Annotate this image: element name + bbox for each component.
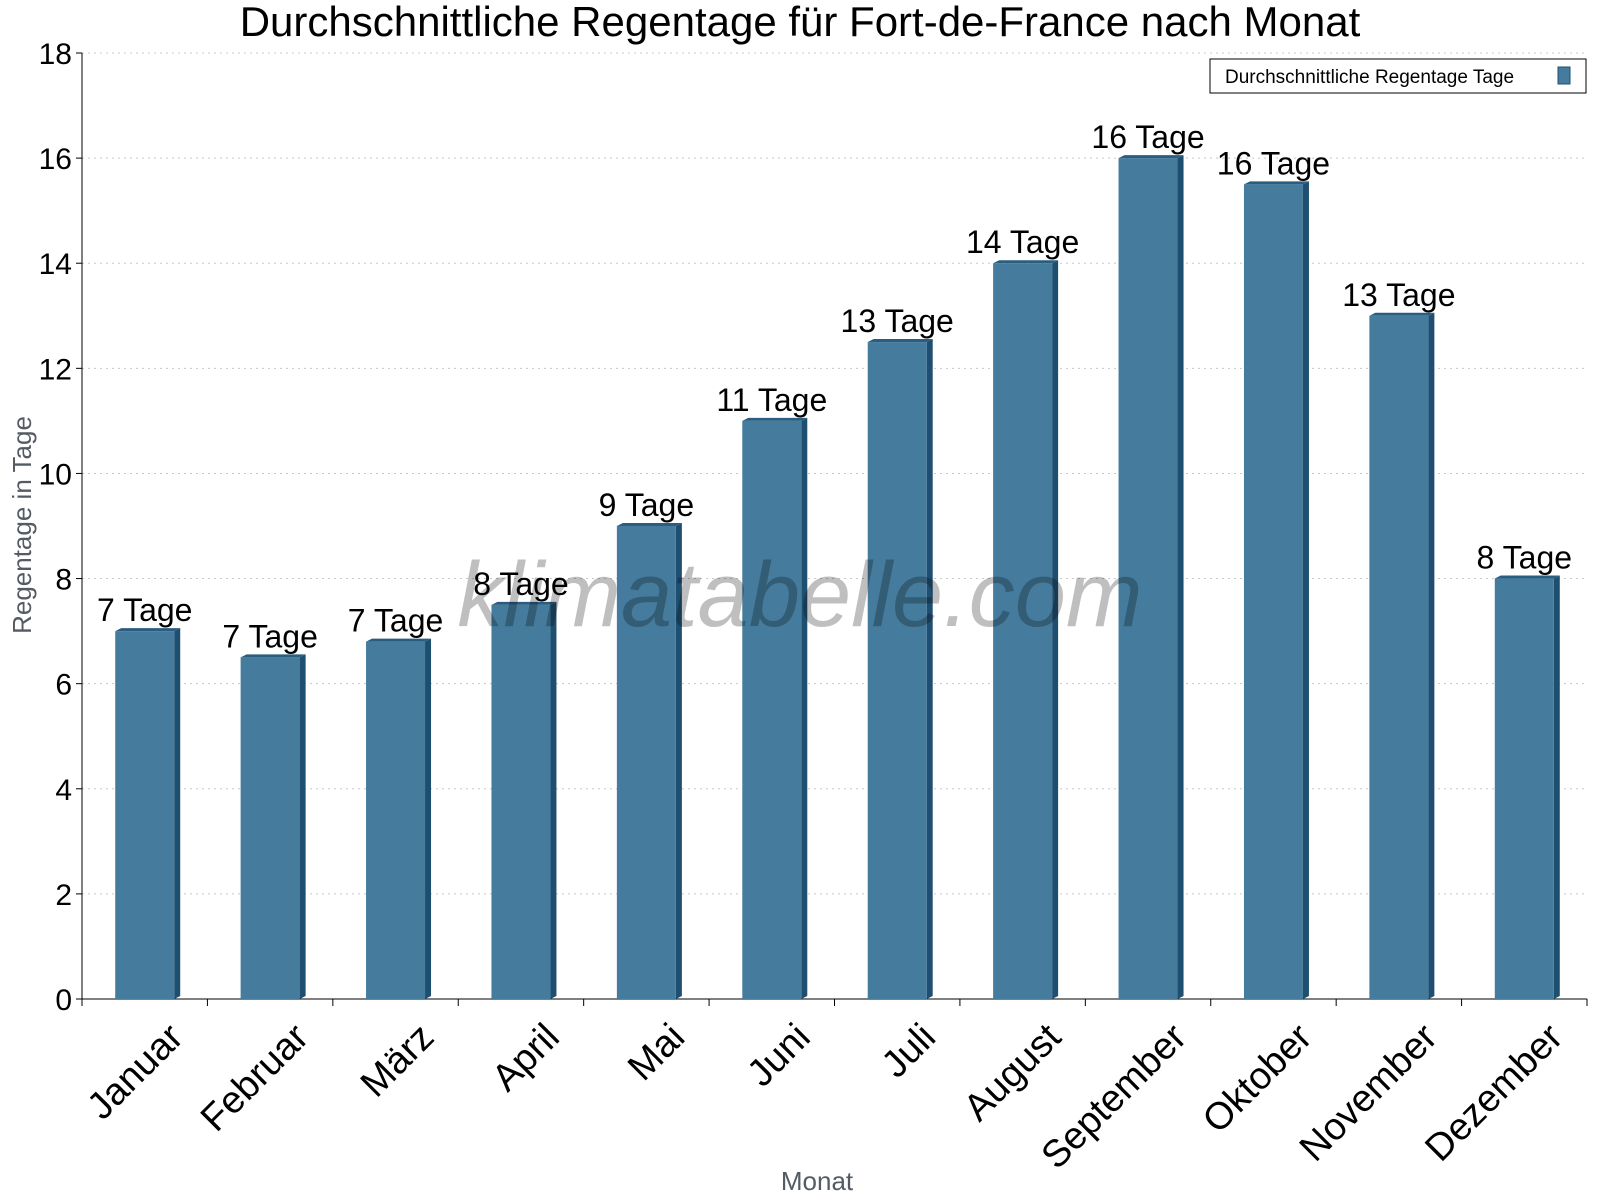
bar-front [867,342,927,999]
bar-top [1494,575,1560,579]
bar-0 [115,628,181,999]
bar-side [926,339,933,999]
data-label: 16 Tage [1091,119,1204,155]
x-tick-label: Juli [874,1016,944,1086]
bar-3 [491,601,557,999]
data-label: 13 Tage [841,303,954,339]
data-label: 13 Tage [1342,277,1455,313]
data-label: 11 Tage [716,382,827,418]
x-tick-label: Februar [193,1016,317,1140]
y-tick-label: 2 [55,879,72,912]
bar-side [1428,312,1435,999]
x-tick-label: Dezember [1417,1016,1571,1170]
x-tick-label: Juni [740,1016,819,1095]
axes [76,52,1588,1006]
bar-front [1243,184,1303,999]
x-axis-title: Monat [781,1166,854,1196]
legend-swatch [1557,66,1571,85]
bar-4 [616,523,682,999]
bar-8 [1118,155,1184,1000]
bar-front [366,641,426,999]
legend-label: Durchschnittliche Regentage Tage [1225,67,1514,88]
x-tick-label: August [956,1016,1070,1130]
x-tick-labels: Januar Februar März April Mai Juni Juli AugustS… [80,1016,1572,1177]
y-tick-label: 14 [39,248,72,281]
y-tick-label: 4 [55,774,72,807]
y-tick-label: 8 [55,564,72,597]
bar-side [1302,181,1309,999]
x-tick-label: April [484,1016,567,1099]
bar-side [174,628,181,999]
x-tick-label: Januar [80,1016,192,1128]
data-label: 7 Tage [97,592,193,628]
bar-side [550,601,557,999]
y-tick-label: 6 [55,669,72,702]
x-tick-label: Mai [620,1016,693,1089]
bar-side [299,654,306,999]
data-label: 8 Tage [473,566,569,602]
bar-top [1369,312,1435,316]
bar-1 [240,654,306,999]
bar-front [1369,315,1429,999]
x-tick-label: Oktober [1195,1016,1321,1142]
data-labels: 7 Tage 7 Tage 7 Tage 8 Tage 9 Tage 11 Tage 13 … [97,119,1572,654]
bar-front [115,631,175,999]
bar-7 [993,260,1059,999]
chart-title: Durchschnittliche Regentage für Fort-de-… [240,0,1361,45]
bar-11 [1494,575,1560,999]
bar-front [1118,158,1178,1000]
bar-top [115,628,181,632]
watermark: klimatabelle.com [457,544,1142,646]
bar-side [1177,155,1184,1000]
y-axis-title: Regentage in Tage [7,416,37,634]
bar-side [675,523,682,999]
y-tick-labels: 0 2 4 6 8 10 12 14 16 18 [39,38,72,1017]
bar-side [801,417,808,999]
bar-10 [1369,312,1435,999]
bar-front [993,263,1053,999]
data-label: 16 Tage [1217,145,1330,181]
bar-top [366,638,432,642]
bar-side [1052,260,1059,999]
bar-front [240,657,300,999]
bar-5 [742,417,808,999]
bar-top [491,601,557,605]
bar-front [1494,578,1554,999]
bar-top [1243,181,1309,185]
bar-side [425,638,432,999]
x-tick-label: März [353,1016,442,1105]
bar-side [1553,575,1560,999]
bar-top [616,523,682,526]
bar-front [742,420,802,999]
data-label: 14 Tage [966,224,1079,260]
legend: Durchschnittliche Regentage Tage [1209,58,1587,94]
y-tick-label: 18 [39,38,72,71]
bar-top [993,260,1059,264]
y-tick-label: 0 [55,984,72,1017]
bar-top [240,654,306,658]
bar-6 [867,339,933,999]
bar-front [491,604,551,999]
y-tick-label: 10 [39,458,72,491]
bar-top [867,339,933,343]
bar-9 [1243,181,1309,999]
bar-front [616,526,676,999]
data-label: 7 Tage [348,603,444,639]
bar-top [1118,155,1184,159]
y-tick-label: 12 [39,353,72,386]
legend-box [1209,58,1587,94]
bars [115,155,1560,1000]
data-label: 7 Tage [222,618,318,654]
data-label: 8 Tage [1477,540,1573,576]
bar-2 [366,638,432,999]
bar-top [742,417,808,421]
grid-lines [82,52,1587,895]
data-label: 9 Tage [599,487,695,523]
y-tick-label: 16 [39,143,72,176]
